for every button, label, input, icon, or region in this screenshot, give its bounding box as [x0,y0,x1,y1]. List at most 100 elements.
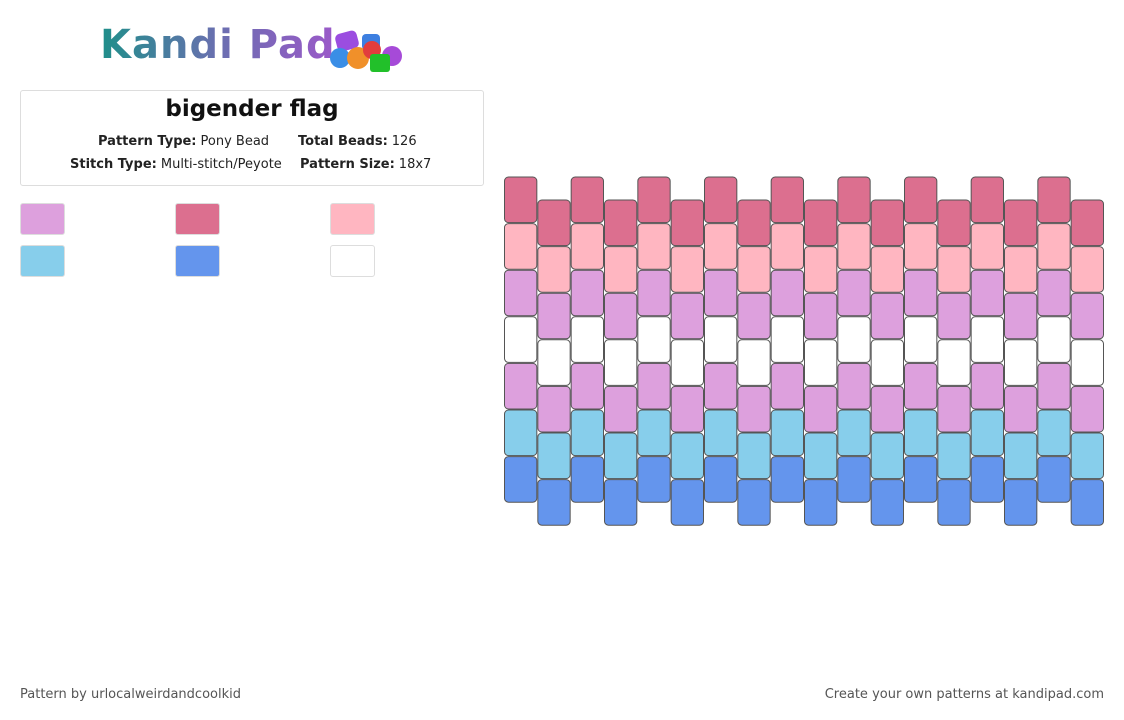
bead [737,479,771,526]
bead [1070,292,1104,340]
bead [704,362,738,410]
bead [837,456,871,503]
bead [570,316,605,363]
bead [670,479,705,526]
bead [870,199,905,247]
bead [770,409,805,457]
bead [1004,199,1038,247]
bead [1037,223,1071,270]
info-row: Pattern Type: Pony Bead [98,134,269,149]
bead [737,385,771,433]
bead [670,199,705,247]
bead [604,339,638,386]
bead [737,292,771,340]
bead [804,339,838,386]
bead [937,479,971,526]
bead [837,409,871,457]
info-label: Pattern Size: [300,157,395,172]
bead [870,292,905,340]
bead [904,316,938,363]
bead [870,339,905,386]
swatch [175,245,220,277]
bead [704,409,738,457]
info-value: 18x7 [398,157,432,172]
author: Pattern by urlocalweirdandcoolkid [20,687,241,702]
swatch [330,203,375,235]
swatch [330,245,375,277]
bead [670,432,705,480]
bead [904,269,938,317]
swatch [20,203,65,235]
bead [904,362,938,410]
bead [504,456,538,503]
bead [504,316,538,363]
bead [604,385,638,433]
bead [870,479,905,526]
bead [770,316,805,363]
bead [870,385,905,433]
credit[interactable]: Create your own patterns at kandipad.com [824,687,1104,702]
bead [537,246,571,293]
bead [570,362,605,410]
bead [770,269,805,317]
bead [637,409,671,457]
bead [937,432,971,480]
bead [570,269,605,317]
bead [1004,339,1038,386]
bead [870,246,905,293]
info-label: Stitch Type: [70,157,157,172]
bead [504,269,538,317]
bead [504,176,538,224]
bead [570,223,605,270]
info-row: Pattern Size: 18x7 [300,157,431,172]
bead [1004,432,1038,480]
bead [770,362,805,410]
bead [804,385,838,433]
bead [737,339,771,386]
bead [504,409,538,457]
bead [570,176,605,224]
bead [1070,479,1104,526]
bead [1037,269,1071,317]
bead [704,269,738,317]
bead [1004,292,1038,340]
info-label: Total Beads: [298,134,388,149]
bead [604,292,638,340]
logo[interactable]: Kandi Pad [100,22,336,68]
bead [704,223,738,270]
bead [537,385,571,433]
bead [937,385,971,433]
bead [637,362,671,410]
bead [637,456,671,503]
bead [1037,176,1071,224]
bead [1037,409,1071,457]
bead-pattern [504,176,1104,526]
bead [904,223,938,270]
bead [737,246,771,293]
bead [770,223,805,270]
bead [770,176,805,224]
bead [870,432,905,480]
bead [1004,479,1038,526]
info-row: Total Beads: 126 [298,134,417,149]
bead [837,269,871,317]
bead [604,479,638,526]
bead [804,292,838,340]
bead [937,199,971,247]
bead [837,316,871,363]
bead [1037,362,1071,410]
bead [970,409,1005,457]
bead [970,362,1005,410]
swatch [20,245,65,277]
bead [737,432,771,480]
bead [804,479,838,526]
bead [837,176,871,224]
bead [970,223,1005,270]
bead [604,199,638,247]
bead [670,339,705,386]
info-label: Pattern Type: [98,134,197,149]
bead [837,223,871,270]
bead [970,456,1005,503]
bead [704,456,738,503]
